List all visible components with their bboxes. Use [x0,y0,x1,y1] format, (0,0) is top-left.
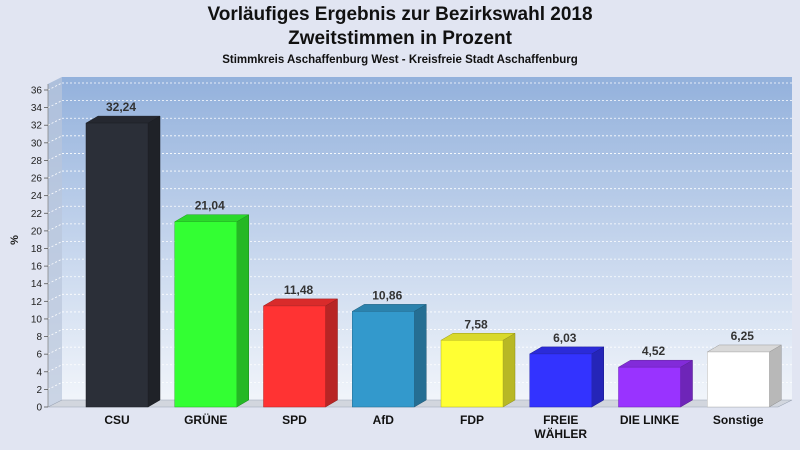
bar [528,346,605,408]
data-label: 32,24 [106,100,136,114]
y-tick-label: 0 [36,403,42,414]
bar-side [147,115,161,408]
y-tick-label: 22 [31,209,43,220]
bar-side [325,298,338,408]
grid-line [47,153,63,161]
bar [85,115,161,408]
x-tick-label: FDP [460,413,484,427]
bar [706,344,783,408]
x-tick-label: DIE LINKE [620,413,679,427]
grid-line [47,205,63,214]
chart-title-line-2: Zweitstimmen in Prozent [288,28,512,49]
data-label: 10,86 [372,288,402,302]
value-labels: 32,24 21,04 11,48 10,86 7,58 6,03 4,52 6,25 [106,100,754,358]
bar-front [263,305,326,408]
grid-line [47,329,63,337]
grid-line [47,276,63,285]
y-tick-label: 2 [36,385,42,396]
y-tick-label: 10 [31,314,43,325]
y-tick-label: 32 [31,121,43,132]
bar-side [680,359,693,408]
grid-line [47,346,63,355]
x-tick-label: CSU [104,413,129,427]
bar-side [236,214,249,408]
grid-line [47,82,63,91]
grid-line [47,311,63,320]
grid-line [47,223,63,232]
grid-line [47,100,63,108]
chart-subtitle: Stimmkreis Aschaffenburg West - Kreisfre… [222,54,578,66]
bar-front [707,351,770,408]
bar-top [440,333,516,341]
grid-line [47,258,63,267]
y-tick-label: 26 [31,174,43,185]
grid-line [47,170,63,179]
bar-side [769,344,782,408]
bar-front [618,366,681,408]
bar-front [174,221,237,408]
data-label: 6,25 [731,329,755,343]
x-tick-label: SPD [282,413,307,427]
bar-top [351,304,428,312]
x-tick-label: Sonstige [713,413,764,427]
y-tick-label: 4 [36,367,42,378]
bar-side [591,346,604,408]
bar-top [85,115,161,124]
data-label: 7,58 [464,317,488,331]
chart-header: Vorläufiges Ergebnis zur Bezirkswahl 201… [0,0,800,68]
bar-front [85,122,149,408]
grid-line [47,382,63,390]
y-tick-label: 6 [36,350,42,361]
bar [262,298,339,408]
bar-top [617,359,694,368]
bar-top [528,346,605,355]
x-tick-label: AfD [373,413,395,427]
grid-line [47,364,63,373]
x-axis: CSU GRÜNE SPD AfD FDP FREIE WÄHLER DIE LINKE Son… [104,412,764,441]
y-tick-label: 8 [36,332,42,343]
grid-line [47,117,63,126]
x-tick-label: FREIE WÄHLER [534,413,587,441]
grid-line [47,135,63,144]
y-tick-label: 16 [31,262,43,273]
y-tick-label: 14 [31,279,43,290]
y-axis-label: % [9,235,21,245]
grid-line [47,188,63,197]
data-label: 6,03 [553,331,577,345]
bar-side [502,332,516,408]
y-tick-label: 28 [31,156,43,167]
bar-front [529,353,592,408]
grid-line [47,241,63,249]
data-label: 4,52 [642,344,666,358]
y-tick-label: 34 [31,103,43,114]
y-tick-label: 12 [31,297,43,308]
y-tick-label: 20 [31,226,43,237]
bars [85,115,783,408]
bar-top [173,214,250,222]
x-tick-label: GRÜNE [184,412,227,427]
bar [617,359,694,408]
bar [173,214,250,408]
y-tick-label: 36 [31,86,43,97]
y-tick-label: 30 [31,138,43,149]
bar [351,303,428,408]
bar-top [706,344,783,353]
bar [440,332,516,408]
bar-top [262,298,339,307]
grid-line [47,293,63,302]
bar-front [352,311,415,408]
bar-side [414,303,427,408]
plot-left-wall [48,77,62,407]
y-tick-label: 18 [31,244,43,255]
data-label: 21,04 [195,199,225,213]
chart-title-line-1: Vorläufiges Ergebnis zur Bezirkswahl 201… [207,4,593,25]
bar-front [440,340,504,408]
y-tick-label: 24 [31,191,43,202]
data-label: 11,48 [284,283,314,297]
